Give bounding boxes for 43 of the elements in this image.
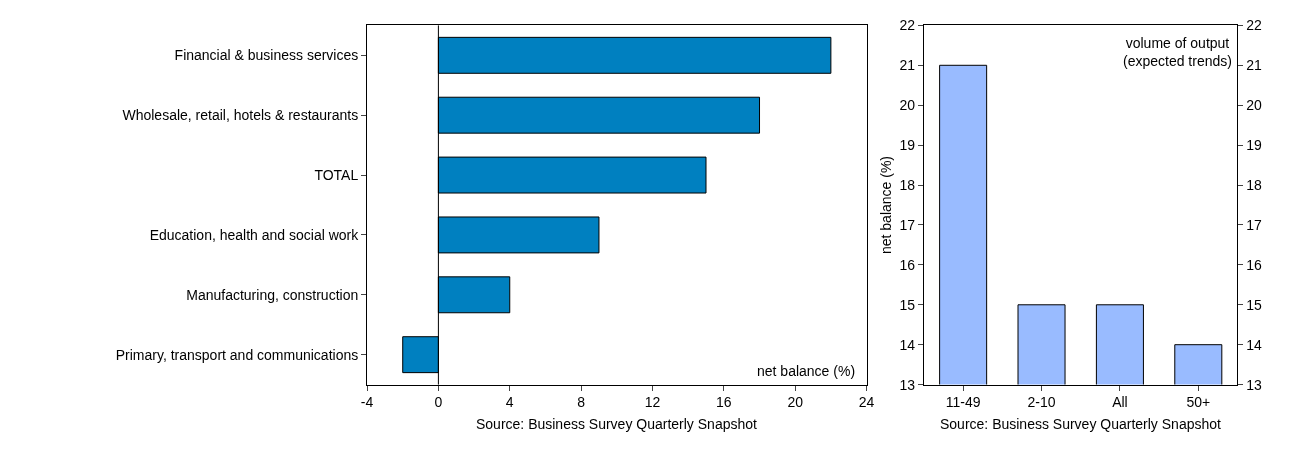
x-tick-label: 0	[434, 394, 443, 411]
x-tick-label: 4	[505, 394, 514, 411]
x-tick-label: 11-49	[945, 394, 981, 411]
y2-tick-label: 22	[1246, 17, 1263, 34]
annotation: volume of output (expected trends)	[1123, 35, 1232, 70]
y2-tick-label: 13	[1246, 376, 1263, 393]
y-tick-label: 18	[899, 176, 916, 193]
y-tick-label: TOTAL	[314, 166, 359, 183]
x-tick-label: 2-10	[1027, 394, 1056, 411]
source-note: Source: Business Survey Quarterly Snapshot	[940, 416, 1222, 432]
y2-tick-label: 18	[1246, 176, 1263, 193]
y2-tick-label: 20	[1246, 97, 1263, 114]
x-tick-label: -4	[360, 394, 374, 411]
y-tick-label: 14	[899, 336, 916, 353]
x-tick-label: 24	[858, 394, 875, 411]
y-tick-label: 17	[899, 216, 916, 233]
y2-tick-label: 17	[1246, 216, 1263, 233]
y-tick-label: 21	[899, 57, 916, 74]
y-tick-label: Manufacturing, construction	[186, 286, 359, 303]
y-tick-label: Wholesale, retail, hotels & restaurants	[122, 107, 359, 124]
x-tick-label: 20	[787, 394, 804, 411]
x-tick-label: 50+	[1186, 394, 1211, 411]
y-tick-label: 15	[899, 296, 916, 313]
y2-tick-label: 16	[1246, 256, 1263, 273]
y-axis-title: net balance (%)	[878, 155, 895, 255]
x-tick-label: All	[1112, 394, 1128, 411]
y-tick-label: 20	[899, 97, 916, 114]
y2-tick-label: 15	[1246, 296, 1263, 313]
y-tick-label: 16	[899, 256, 916, 273]
y-tick-label: 13	[899, 376, 916, 393]
x-tick-label: 16	[716, 394, 732, 411]
y2-tick-label: 14	[1246, 336, 1263, 353]
x-axis-title: net balance (%)	[757, 363, 856, 379]
y2-tick-label: 19	[1246, 137, 1263, 154]
y-tick-label: Financial & business services	[174, 47, 359, 64]
y-tick-label: Primary, transport and communications	[115, 346, 359, 363]
source-note: Source: Business Survey Quarterly Snapshot	[476, 416, 758, 432]
x-tick-label: 12	[644, 394, 661, 411]
y2-tick-label: 21	[1246, 57, 1263, 74]
y-tick-label: 22	[899, 17, 916, 34]
y-tick-label: 19	[899, 137, 916, 154]
y-tick-label: Education, health and social work	[149, 226, 360, 243]
x-tick-label: 8	[577, 394, 586, 411]
